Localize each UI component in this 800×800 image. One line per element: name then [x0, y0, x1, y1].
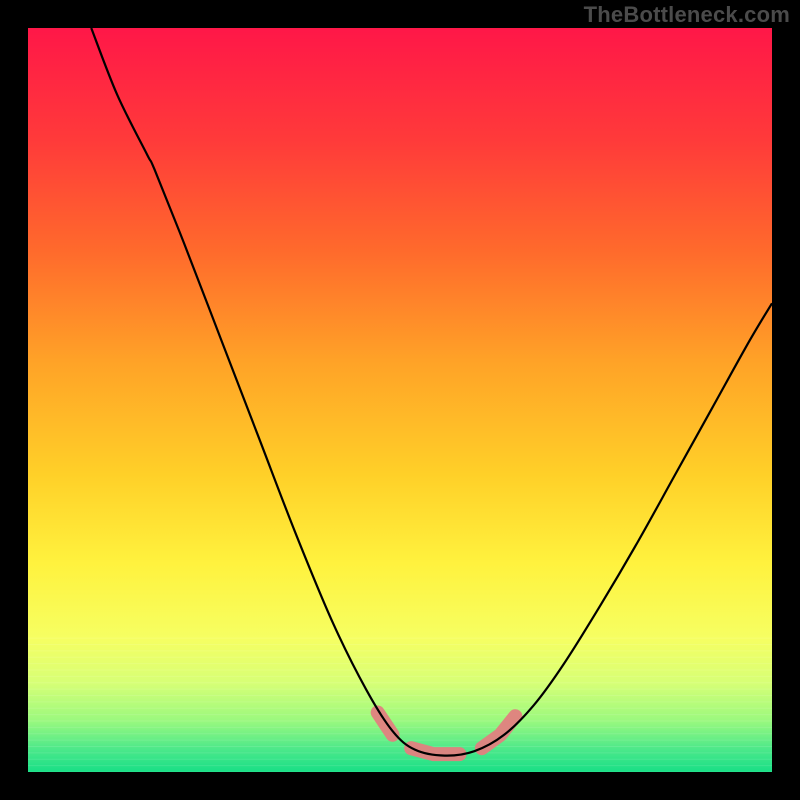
watermark-text: TheBottleneck.com	[584, 2, 790, 28]
bottleneck-chart	[0, 0, 800, 800]
chart-root: TheBottleneck.com	[0, 0, 800, 800]
plot-area	[28, 28, 772, 772]
